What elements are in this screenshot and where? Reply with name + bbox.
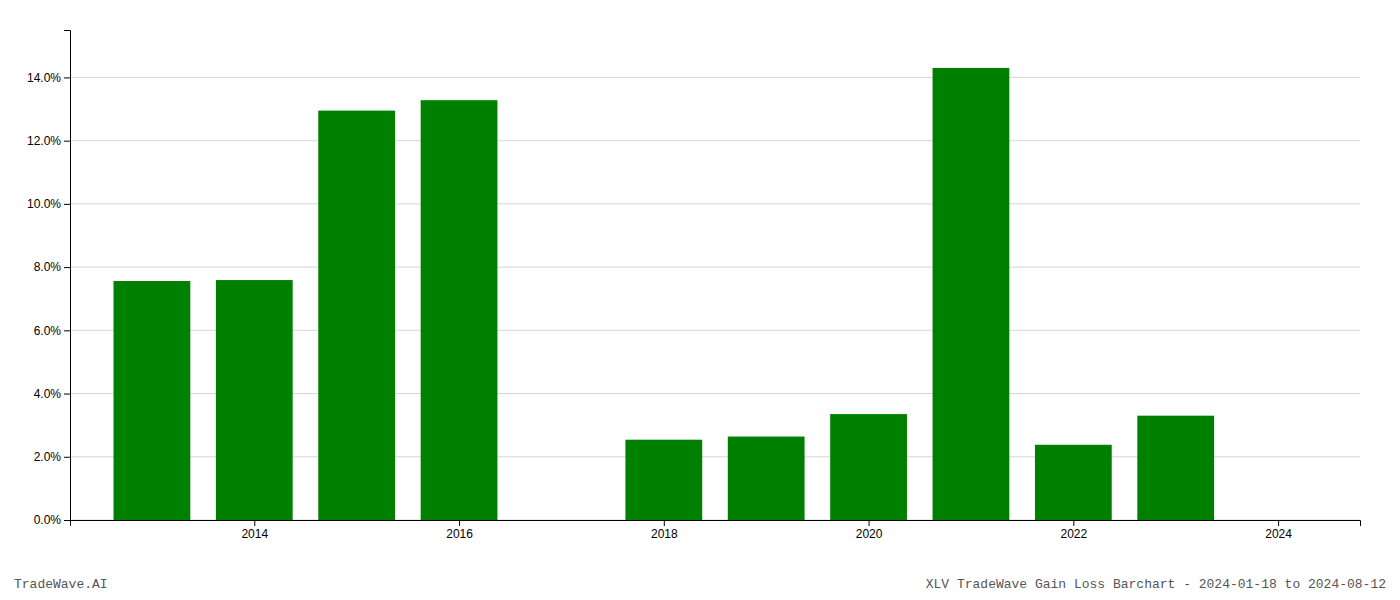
x-tick-mark (254, 520, 255, 526)
bar (114, 281, 191, 520)
y-tick-mark (64, 520, 70, 521)
y-tick-label: 10.0% (27, 197, 61, 211)
y-tick-label: 4.0% (34, 387, 62, 401)
y-tick-mark (64, 267, 70, 268)
y-axis-line (64, 31, 71, 521)
y-tick: 6.0% (34, 324, 70, 338)
bar (625, 440, 702, 520)
x-tick-label: 2014 (241, 527, 268, 541)
x-tick: 2020 (856, 520, 883, 541)
x-tick-label: 2020 (856, 527, 883, 541)
y-tick: 4.0% (34, 387, 70, 401)
bar (1035, 445, 1112, 520)
x-tick-mark (869, 520, 870, 526)
chart: 2014 2016 2018 2020 2022 2024 0.0% 2.0% 4.0% 6.0%… (0, 0, 1400, 600)
x-tick-label: 2018 (651, 527, 678, 541)
y-tick-label: 8.0% (34, 260, 62, 274)
grid-line (70, 267, 1360, 268)
y-tick-label: 14.0% (27, 71, 61, 85)
y-tick-label: 12.0% (27, 134, 61, 148)
x-tick-label: 2016 (446, 527, 473, 541)
bar (318, 111, 395, 520)
x-tick-mark (1278, 520, 1279, 526)
y-tick-mark (64, 394, 70, 395)
bar (1137, 416, 1214, 520)
x-tick-mark (664, 520, 665, 526)
y-tick-label: 0.0% (34, 513, 62, 527)
footer-left: TradeWave.AI (14, 577, 108, 592)
x-tick-label: 2022 (1060, 527, 1087, 541)
x-tick-label: 2024 (1265, 527, 1292, 541)
grid-line (70, 77, 1360, 78)
y-tick: 10.0% (27, 197, 70, 211)
title: XLV TradeWave Gain Loss Barchart - 2024-… (926, 577, 1386, 592)
y-axis: 0.0% 2.0% 4.0% 6.0% 8.0% 10.0% 12.0% 14.0% (27, 31, 71, 528)
x-axis-line (71, 521, 1361, 527)
y-tick: 14.0% (27, 71, 70, 85)
y-tick: 0.0% (34, 513, 70, 527)
x-axis: 2014 2016 2018 2020 2022 2024 (71, 520, 1361, 541)
y-tick-mark (64, 330, 70, 331)
x-tick-mark (1073, 520, 1074, 526)
y-tick-mark (64, 141, 70, 142)
y-tick-mark (64, 204, 70, 205)
bar (421, 100, 498, 520)
x-tick: 2024 (1265, 520, 1292, 541)
y-tick-label: 6.0% (34, 324, 62, 338)
x-tick-mark (459, 520, 460, 526)
y-tick-mark (64, 77, 70, 78)
x-tick: 2022 (1060, 520, 1087, 541)
y-tick: 12.0% (27, 134, 70, 148)
grid-line (70, 203, 1360, 204)
x-tick: 2018 (651, 520, 678, 541)
bar (728, 437, 805, 520)
y-tick-label: 2.0% (34, 450, 62, 464)
x-tick: 2016 (446, 520, 473, 541)
bar (933, 68, 1010, 520)
bar (216, 280, 293, 520)
grid (70, 77, 1360, 520)
plot-area: 2014 2016 2018 2020 2022 2024 0.0% 2.0% 4.0% 6.0%… (27, 31, 1361, 541)
bars (114, 68, 1215, 520)
bar (523, 520, 600, 521)
x-tick: 2014 (241, 520, 268, 541)
y-tick: 8.0% (34, 260, 70, 274)
y-tick: 2.0% (34, 450, 70, 464)
y-tick-mark (64, 457, 70, 458)
bar (830, 414, 907, 520)
grid-line (70, 140, 1360, 141)
